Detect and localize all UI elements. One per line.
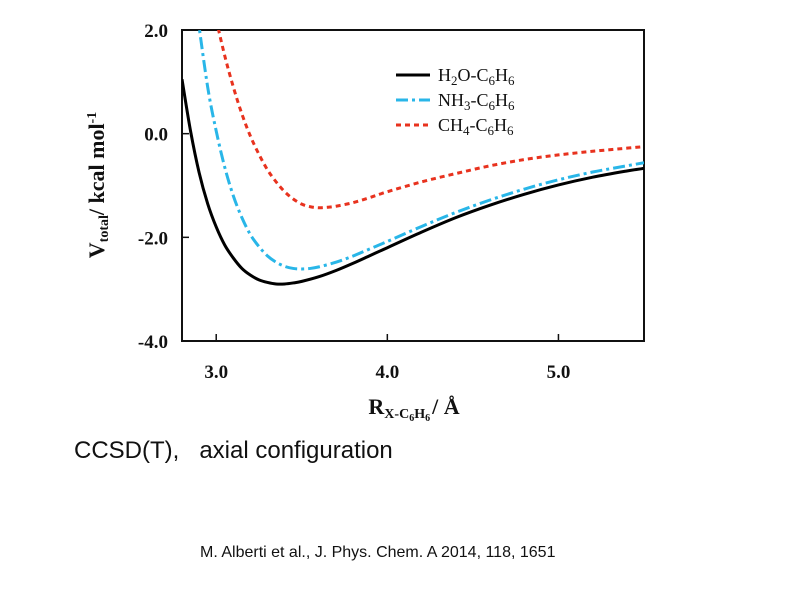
series-line-1 xyxy=(198,30,644,271)
x-tick-label: 4.0 xyxy=(375,362,399,383)
legend-label-1: NH3-C6H6 xyxy=(438,90,515,113)
y-tick-label: -2.0 xyxy=(138,228,168,249)
caption: CCSD(T), axial configuration xyxy=(74,437,393,464)
y-axis-label: Vtotal/ kcal mol-1 xyxy=(84,112,112,258)
citation: M. Alberti et al., J. Phys. Chem. A 2014… xyxy=(200,544,556,561)
x-axis-label: RX-C6H6/ Å xyxy=(368,394,459,424)
x-tick-label: 3.0 xyxy=(204,362,228,383)
series-line-2 xyxy=(217,30,644,210)
y-tick-label: 2.0 xyxy=(144,21,168,42)
y-tick-label: 0.0 xyxy=(144,125,168,146)
plot-frame xyxy=(181,29,645,342)
legend-label-0: H2O-C6H6 xyxy=(438,65,515,88)
series-line-0 xyxy=(182,78,644,286)
legend-label-2: CH4-C6H6 xyxy=(438,115,514,138)
y-tick-label: -4.0 xyxy=(138,332,168,353)
x-tick-label: 5.0 xyxy=(547,362,571,383)
